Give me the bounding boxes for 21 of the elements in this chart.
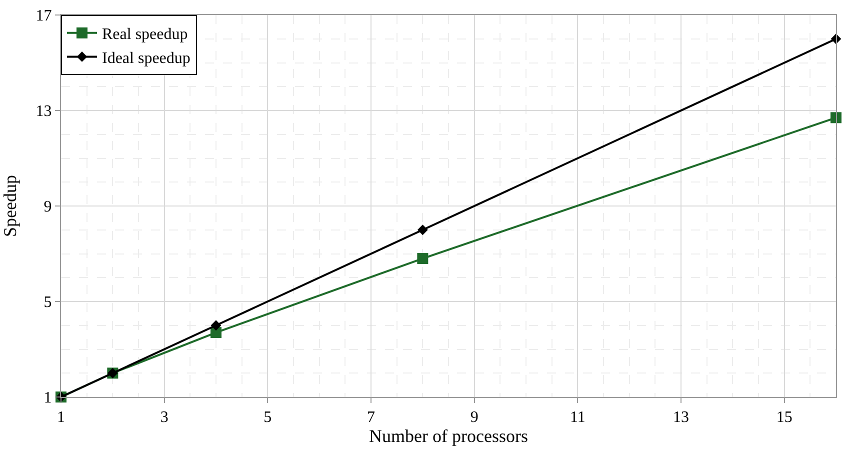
x-tick-label: 13 [673, 409, 689, 426]
point [210, 320, 222, 331]
x-tick-label: 3 [160, 409, 168, 426]
y-tick-label: 13 [36, 103, 52, 120]
y-tick-label: 1 [44, 390, 52, 407]
y-axis-title: Speedup [0, 175, 20, 237]
y-tick-label: 9 [44, 198, 52, 216]
x-axis-title: Number of processors [369, 426, 528, 446]
point [830, 112, 842, 124]
x-tick-label: 11 [570, 409, 586, 426]
y-tick-label: 17 [36, 8, 52, 25]
point [417, 253, 428, 264]
legend-label: Real speedup [102, 26, 188, 44]
y-tick-label: 5 [44, 294, 52, 312]
point [417, 224, 428, 236]
x-tick-label: 15 [776, 409, 792, 426]
x-tick-label: 9 [470, 409, 478, 426]
x-tick-label: 5 [264, 409, 272, 426]
x-tick-label: 7 [367, 409, 375, 426]
x-tick-label: 1 [57, 409, 65, 426]
legend-label: Ideal speedup [102, 50, 190, 67]
